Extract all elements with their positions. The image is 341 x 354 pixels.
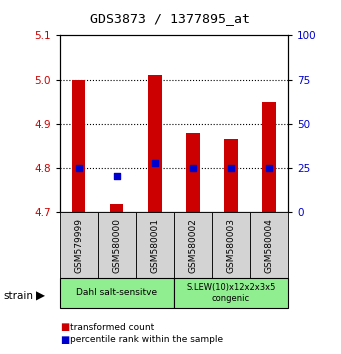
Text: GSM580002: GSM580002: [189, 218, 197, 273]
Bar: [60, 278, 174, 308]
Bar: [98, 212, 136, 278]
Text: GSM580001: GSM580001: [150, 218, 159, 273]
Bar: [136, 212, 174, 278]
Point: [266, 165, 272, 171]
Text: Dahl salt-sensitve: Dahl salt-sensitve: [76, 289, 157, 297]
Text: GSM580003: GSM580003: [226, 218, 236, 273]
Bar: [263, 102, 276, 212]
Bar: [186, 133, 199, 212]
Bar: [72, 80, 85, 212]
Bar: [110, 204, 123, 212]
Point: [190, 165, 196, 171]
Bar: [60, 212, 98, 278]
Bar: [212, 212, 250, 278]
Text: ▶: ▶: [36, 289, 45, 302]
Point: [152, 160, 158, 166]
Text: GSM579999: GSM579999: [74, 218, 83, 273]
Text: transformed count: transformed count: [70, 323, 154, 332]
Text: GSM580000: GSM580000: [112, 218, 121, 273]
Bar: [250, 212, 288, 278]
Point: [76, 165, 81, 171]
Bar: [174, 212, 212, 278]
Text: ■: ■: [60, 335, 69, 345]
Bar: [148, 75, 162, 212]
Bar: [174, 278, 288, 308]
Text: ■: ■: [60, 322, 69, 332]
Text: S.LEW(10)x12x2x3x5
congenic: S.LEW(10)x12x2x3x5 congenic: [186, 283, 276, 303]
Text: GDS3873 / 1377895_at: GDS3873 / 1377895_at: [90, 12, 251, 25]
Point: [114, 173, 119, 178]
Bar: [224, 139, 238, 212]
Text: percentile rank within the sample: percentile rank within the sample: [70, 335, 223, 344]
Point: [228, 165, 234, 171]
Text: GSM580004: GSM580004: [265, 218, 273, 273]
Text: strain: strain: [3, 291, 33, 301]
